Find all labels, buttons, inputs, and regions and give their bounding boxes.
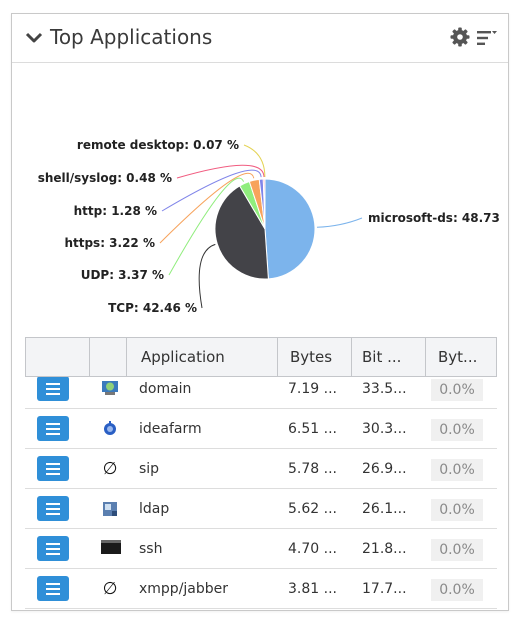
cell-bit-rate: 26.9... — [362, 461, 407, 477]
ideafarm-icon — [101, 420, 119, 438]
cell-application: ideafarm — [139, 421, 202, 437]
network-globe-icon — [101, 380, 119, 398]
table-header: Application Bytes Bit ... Byt... — [25, 337, 497, 377]
connector-line — [168, 177, 245, 276]
slice-label: UDP: 3.37 % — [81, 268, 164, 282]
connector-line — [161, 169, 262, 212]
col-header-action[interactable] — [26, 338, 89, 376]
table-row[interactable]: ideafarm 6.51 ... 30.3... 0.0% — [25, 409, 497, 449]
col-header-icon[interactable] — [89, 338, 126, 376]
connector-line — [176, 164, 265, 179]
pie-chart: microsoft-ds: 48.73 TCP: 42.46 % UDP: 3.37… — [12, 63, 508, 338]
cell-byte-percent: 0.0% — [431, 539, 483, 561]
cell-bytes: 5.62 ... — [288, 501, 337, 517]
cell-application: ssh — [139, 541, 163, 557]
connector-line — [198, 243, 216, 309]
slice-label: shell/syslog: 0.48 % — [38, 171, 172, 185]
details-button[interactable] — [37, 576, 69, 601]
cell-bytes: 5.78 ... — [288, 461, 337, 477]
cell-application: ldap — [139, 501, 170, 517]
ldap-directory-icon — [101, 500, 119, 518]
widget-title: Top Applications — [50, 25, 213, 49]
cell-application: sip — [139, 461, 160, 477]
cell-byte-percent: 0.0% — [431, 499, 483, 521]
table-row[interactable]: ldap 5.62 ... 26.1... 0.0% — [25, 489, 497, 529]
details-button[interactable] — [37, 536, 69, 561]
cell-application: domain — [139, 381, 192, 397]
cell-byte-percent: 0.0% — [431, 459, 483, 481]
col-header-bytes[interactable]: Bytes — [277, 338, 351, 376]
cell-bit-rate: 17.7... — [362, 581, 407, 597]
col-header-byte-percent[interactable]: Byt... — [425, 338, 497, 376]
details-button[interactable] — [37, 376, 69, 401]
cell-bit-rate: 33.5... — [362, 381, 407, 397]
table-row[interactable]: ssh 4.70 ... 21.8... 0.0% — [25, 529, 497, 569]
cell-bytes: 3.81 ... — [288, 581, 337, 597]
cell-byte-percent: 0.0% — [431, 419, 483, 441]
cell-bit-rate: 26.1... — [362, 501, 407, 517]
slice-label: https: 3.22 % — [64, 236, 155, 250]
pie-slice-tcp[interactable] — [214, 185, 269, 280]
cell-byte-percent: 0.0% — [431, 379, 483, 401]
top-applications-widget: Top Applications microsoft-ds: 48.73 TCP:… — [11, 13, 509, 611]
cell-bytes: 7.19 ... — [288, 381, 337, 397]
cell-bytes: 4.70 ... — [288, 541, 337, 557]
connector-line — [243, 144, 266, 178]
gear-icon[interactable] — [450, 27, 470, 47]
widget-header: Top Applications — [12, 14, 508, 63]
slice-label: TCP: 42.46 % — [108, 301, 197, 315]
cell-application: xmpp/jabber — [139, 581, 229, 597]
pie-slice-microsoft-ds[interactable] — [264, 178, 316, 280]
empty-set-icon: ∅ — [102, 459, 118, 479]
col-header-application[interactable]: Application — [126, 338, 277, 376]
slice-label: remote desktop: 0.07 % — [77, 138, 239, 152]
terminal-icon — [101, 540, 121, 558]
slice-label: microsoft-ds: 48.73 — [368, 211, 500, 225]
cell-bit-rate: 30.3... — [362, 421, 407, 437]
connector-line — [159, 172, 255, 244]
details-button[interactable] — [37, 416, 69, 441]
col-header-bit-rate[interactable]: Bit ... — [351, 338, 425, 376]
cell-bytes: 6.51 ... — [288, 421, 337, 437]
table-row[interactable]: ∅ xmpp/jabber 3.81 ... 17.7... 0.0% — [25, 569, 497, 609]
table-row[interactable]: domain 7.19 ... 33.5... 0.0% — [25, 369, 497, 409]
table-row[interactable]: ∅ sip 5.78 ... 26.9... 0.0% — [25, 449, 497, 489]
slice-label: http: 1.28 % — [74, 204, 157, 218]
pie-chart-svg: microsoft-ds: 48.73 TCP: 42.46 % UDP: 3.37… — [38, 138, 500, 315]
empty-set-icon: ∅ — [102, 579, 118, 599]
applications-table: Application Bytes Bit ... Byt... domain 7… — [25, 337, 497, 609]
connector-line — [316, 217, 363, 228]
details-button[interactable] — [37, 496, 69, 521]
details-button[interactable] — [37, 456, 69, 481]
cell-byte-percent: 0.0% — [431, 579, 483, 601]
chevron-down-icon[interactable] — [24, 28, 44, 48]
cell-bit-rate: 21.8... — [362, 541, 407, 557]
list-menu-icon[interactable] — [476, 29, 498, 47]
